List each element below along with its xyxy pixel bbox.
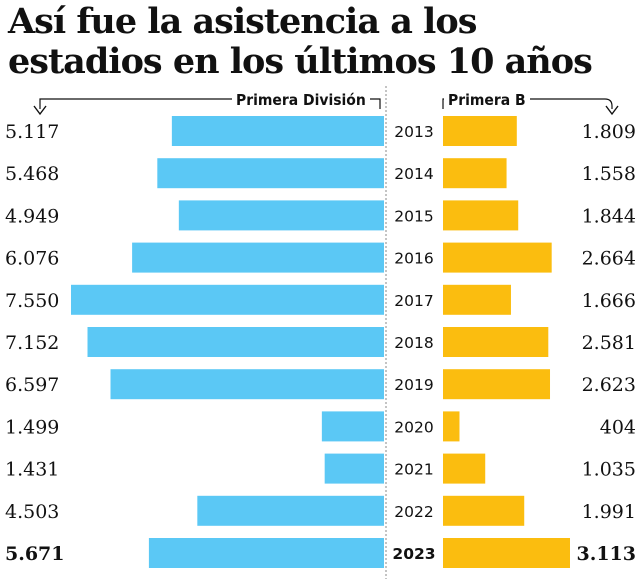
value-primera-b-2022: 1.991	[582, 501, 636, 523]
year-label-2019: 2019	[394, 376, 433, 394]
year-label-2018: 2018	[394, 334, 433, 352]
year-label-2023: 2023	[392, 545, 435, 563]
value-primera-division-2018: 7.152	[5, 332, 59, 354]
value-primera-b-2017: 1.666	[582, 290, 636, 312]
year-label-2014: 2014	[394, 165, 433, 183]
value-primera-b-2020: 404	[600, 416, 636, 438]
bar-primera-b-2021	[443, 453, 486, 484]
year-label-2020: 2020	[394, 418, 433, 436]
bar-primera-division-2017	[71, 284, 384, 315]
value-primera-b-2021: 1.035	[582, 459, 636, 481]
year-label-2016: 2016	[394, 250, 433, 268]
bar-primera-b-2022	[443, 495, 525, 526]
year-label-2022: 2022	[394, 503, 433, 521]
bar-primera-b-2018	[443, 327, 549, 357]
bar-primera-b-2023	[443, 538, 570, 568]
bar-primera-division-2023	[148, 538, 384, 568]
primera-division-arrow-icon	[33, 105, 47, 116]
bar-primera-division-2013	[171, 116, 384, 146]
legend-primera-b: Primera B	[444, 88, 530, 112]
bar-primera-division-2015	[178, 200, 384, 231]
bar-primera-b-2017	[443, 284, 511, 315]
bar-primera-division-2020	[321, 411, 384, 442]
value-primera-division-2016: 6.076	[5, 248, 59, 270]
bar-primera-b-2014	[443, 158, 507, 189]
value-primera-b-2019: 2.623	[582, 374, 636, 396]
value-primera-division-2021: 1.431	[5, 459, 59, 481]
chart-title-line-2: estadios en los últimos 10 años	[8, 41, 593, 82]
bar-primera-b-2020	[443, 411, 460, 442]
value-primera-b-2013: 1.809	[582, 121, 636, 143]
value-primera-division-2013: 5.117	[5, 121, 59, 143]
year-label-2015: 2015	[394, 207, 433, 225]
value-primera-division-2014: 5.468	[5, 163, 59, 185]
value-primera-division-2023: 5.671	[5, 543, 65, 565]
value-primera-division-2022: 4.503	[5, 501, 59, 523]
value-primera-b-2023: 3.113	[577, 543, 637, 565]
year-label-2021: 2021	[394, 461, 433, 479]
primera-b-arrow-icon	[605, 105, 619, 116]
bar-primera-division-2022	[197, 495, 384, 526]
value-primera-division-2019: 6.597	[5, 374, 59, 396]
value-primera-division-2020: 1.499	[5, 416, 59, 438]
chart-title: Así fue la asistencia a los estadios en …	[8, 2, 633, 82]
year-label-2013: 2013	[394, 123, 433, 141]
year-label-2017: 2017	[394, 292, 433, 310]
bar-primera-b-2015	[443, 200, 519, 231]
bar-primera-division-2018	[87, 327, 384, 357]
bar-primera-division-2019	[110, 369, 384, 400]
bar-primera-b-2013	[443, 116, 517, 146]
primera-division-bracket	[39, 98, 381, 109]
bar-primera-division-2021	[324, 453, 384, 484]
bar-primera-b-2019	[443, 369, 551, 400]
value-primera-b-2014: 1.558	[582, 163, 636, 185]
value-primera-b-2018: 2.581	[582, 332, 636, 354]
primera-b-bracket	[442, 98, 613, 109]
bar-primera-b-2016	[443, 242, 552, 273]
legend-primera-division: Primera División	[232, 88, 370, 112]
value-primera-division-2015: 4.949	[5, 205, 59, 227]
value-primera-b-2016: 2.664	[582, 248, 636, 270]
value-primera-b-2015: 1.844	[582, 205, 636, 227]
bar-primera-division-2014	[157, 158, 384, 189]
chart-title-line-1: Así fue la asistencia a los	[8, 1, 477, 42]
value-primera-division-2017: 7.550	[5, 290, 59, 312]
bar-primera-division-2016	[132, 242, 384, 273]
